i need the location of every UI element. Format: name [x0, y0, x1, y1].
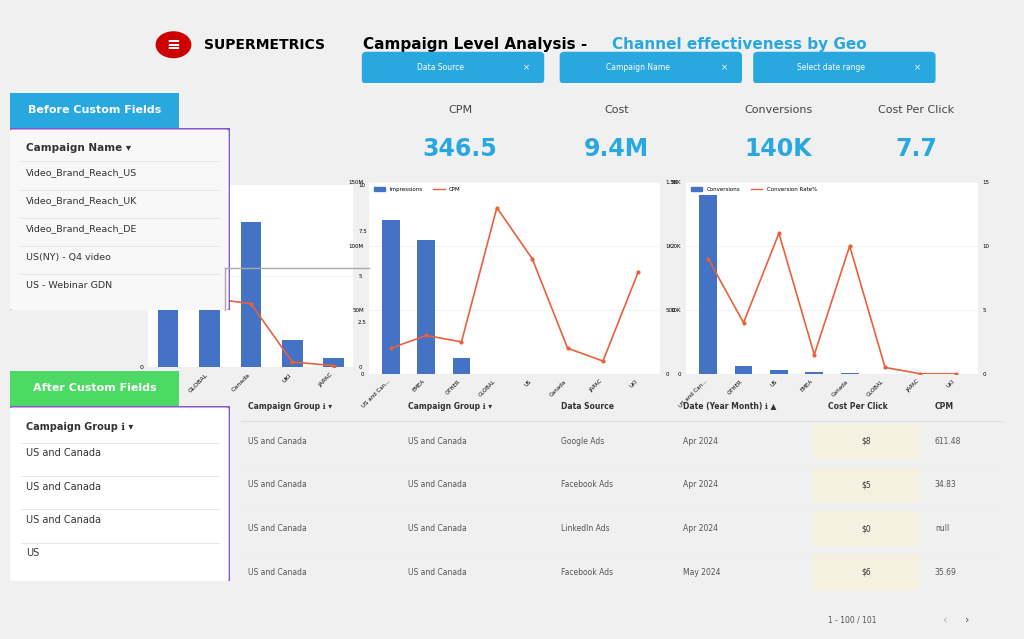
Circle shape [157, 32, 190, 58]
Bar [158, 276, 178, 367]
Text: US and Canada: US and Canada [409, 481, 467, 489]
Text: US: US [26, 548, 39, 558]
Text: 34.83: 34.83 [935, 481, 956, 489]
Bar [735, 366, 753, 374]
Text: After Custom Fields: After Custom Fields [33, 383, 157, 393]
Text: 7.7: 7.7 [895, 137, 937, 161]
Text: Facebook Ads: Facebook Ads [561, 481, 613, 489]
FancyBboxPatch shape [813, 554, 920, 590]
Text: US and Canada: US and Canada [248, 568, 307, 577]
Text: US(NY) - Q4 video: US(NY) - Q4 video [26, 252, 111, 261]
Text: Video_Brand_Reach_UK: Video_Brand_Reach_UK [26, 196, 137, 205]
Text: Google Ads: Google Ads [561, 436, 604, 446]
Text: SUPERMETRICS: SUPERMETRICS [204, 38, 325, 52]
Text: Conversions: Conversions [744, 105, 813, 115]
Text: ×: × [914, 63, 921, 72]
Text: US and Canada: US and Canada [26, 482, 100, 491]
Text: ×: × [522, 63, 529, 72]
Text: Video_Brand_Reach_DE: Video_Brand_Reach_DE [26, 224, 137, 233]
Text: null: null [935, 524, 949, 533]
Text: Campaign Name ▾: Campaign Name ▾ [26, 143, 131, 153]
Text: 611.48: 611.48 [935, 436, 962, 446]
Bar [453, 358, 470, 374]
Text: US and Canada: US and Canada [26, 448, 100, 458]
Text: Cost Per Click: Cost Per Click [878, 105, 954, 115]
Text: Campaign Group ℹ ▾: Campaign Group ℹ ▾ [409, 401, 493, 410]
Text: Campaign Group ℹ ▾: Campaign Group ℹ ▾ [248, 401, 333, 410]
Bar [324, 358, 344, 367]
Text: 346.5: 346.5 [423, 137, 498, 161]
Text: $0: $0 [861, 524, 871, 533]
Text: Cost: Cost [604, 105, 629, 115]
Text: 140K: 140K [744, 137, 812, 161]
Text: Channel effectiveness by Geo: Channel effectiveness by Geo [612, 37, 866, 52]
Text: Facebook Ads: Facebook Ads [561, 568, 613, 577]
Bar [841, 373, 858, 374]
Text: Before Custom Fields: Before Custom Fields [28, 105, 162, 115]
Text: ›: › [966, 615, 970, 625]
Legend: Conversions, Conversion Rate%: Conversions, Conversion Rate% [689, 185, 819, 194]
FancyBboxPatch shape [361, 52, 544, 84]
Text: US and Canada: US and Canada [409, 436, 467, 446]
Text: CPM: CPM [935, 401, 954, 410]
Text: ‹: ‹ [942, 615, 947, 625]
Text: Data Source: Data Source [417, 63, 464, 72]
FancyBboxPatch shape [8, 406, 230, 583]
Text: US and Canada: US and Canada [248, 481, 307, 489]
Text: 1 - 100 / 101: 1 - 100 / 101 [828, 615, 877, 624]
FancyBboxPatch shape [8, 128, 230, 312]
Text: $5: $5 [861, 481, 871, 489]
Bar [199, 213, 220, 367]
FancyBboxPatch shape [813, 511, 920, 547]
Text: Video_Brand_Reach_US: Video_Brand_Reach_US [26, 168, 137, 177]
Text: LinkedIn Ads: LinkedIn Ads [561, 524, 609, 533]
Text: ≡: ≡ [167, 36, 180, 54]
Text: Apr 2024: Apr 2024 [683, 436, 718, 446]
FancyBboxPatch shape [754, 52, 936, 84]
Text: CPM: CPM [449, 105, 472, 115]
Bar [770, 370, 787, 374]
Text: US and Canada: US and Canada [26, 515, 100, 525]
Text: 35.69: 35.69 [935, 568, 956, 577]
Legend: Impressions, CPM: Impressions, CPM [372, 185, 463, 194]
Text: $8: $8 [861, 436, 871, 446]
FancyBboxPatch shape [2, 369, 187, 408]
Text: Campaign Level Analysis -: Campaign Level Analysis - [362, 37, 592, 52]
Text: $6: $6 [861, 568, 871, 577]
Bar [241, 222, 261, 367]
Text: Select date range: Select date range [798, 63, 865, 72]
FancyBboxPatch shape [813, 423, 920, 459]
Text: ×: × [721, 63, 727, 72]
Bar [418, 240, 435, 374]
Text: US and Canada: US and Canada [248, 524, 307, 533]
Text: US and Canada: US and Canada [248, 436, 307, 446]
Text: Date (Year Month) ℹ ▲: Date (Year Month) ℹ ▲ [683, 401, 776, 410]
Text: Campaign Group ℹ ▾: Campaign Group ℹ ▾ [26, 422, 133, 432]
Text: Campaign Name: Campaign Name [606, 63, 670, 72]
FancyBboxPatch shape [813, 466, 920, 503]
Text: 9.4M: 9.4M [584, 137, 649, 161]
Bar [699, 195, 717, 374]
Bar [282, 340, 303, 367]
Text: US and Canada: US and Canada [409, 568, 467, 577]
FancyBboxPatch shape [2, 91, 187, 130]
Text: Apr 2024: Apr 2024 [683, 524, 718, 533]
Text: Apr 2024: Apr 2024 [683, 481, 718, 489]
Bar [806, 372, 823, 374]
Text: US and Canada: US and Canada [409, 524, 467, 533]
Text: Data Source: Data Source [561, 401, 614, 410]
Text: US - Webinar GDN: US - Webinar GDN [26, 281, 112, 290]
Text: Cost Per Click: Cost Per Click [828, 401, 888, 410]
Text: May 2024: May 2024 [683, 568, 721, 577]
FancyBboxPatch shape [560, 52, 742, 84]
Bar [382, 220, 399, 374]
